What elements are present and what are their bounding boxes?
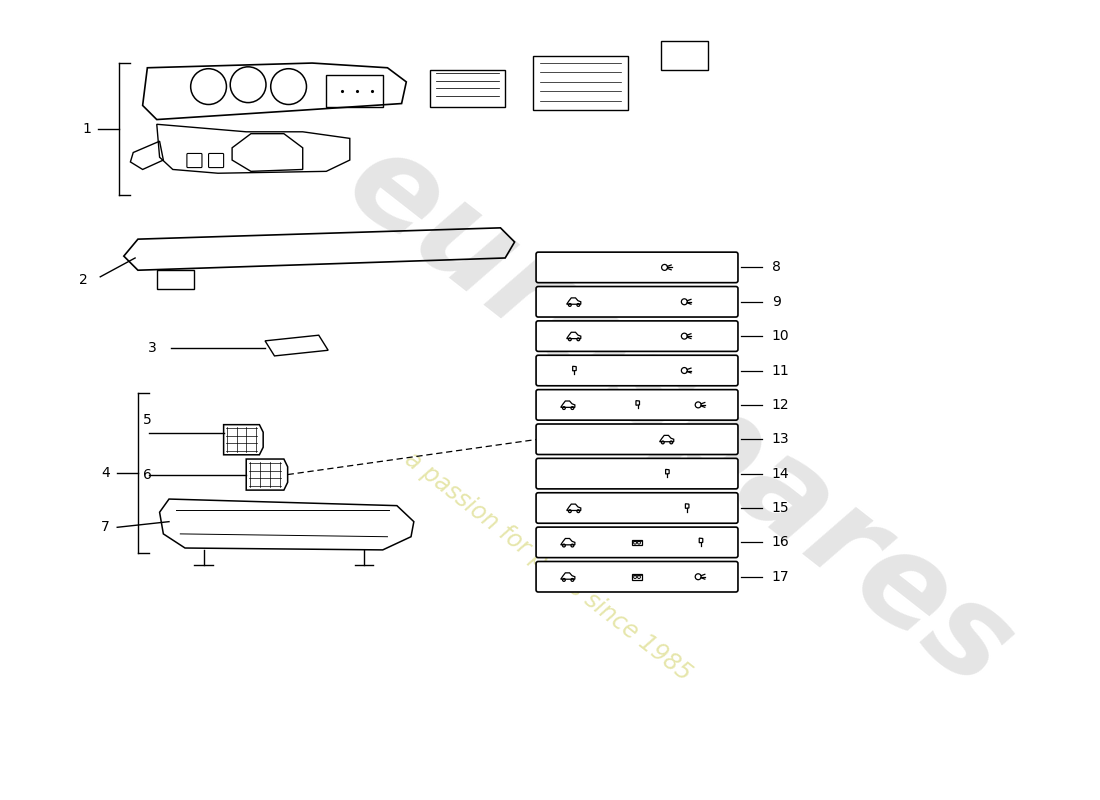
Text: 13: 13	[772, 432, 790, 446]
Text: 2: 2	[79, 273, 88, 286]
Text: 7: 7	[101, 520, 110, 534]
Text: 16: 16	[772, 535, 790, 550]
FancyBboxPatch shape	[536, 424, 738, 454]
Text: 12: 12	[772, 398, 790, 412]
Text: 10: 10	[772, 329, 790, 343]
Text: 8: 8	[772, 260, 781, 274]
FancyBboxPatch shape	[536, 286, 738, 317]
Text: 14: 14	[772, 466, 790, 481]
FancyBboxPatch shape	[536, 355, 738, 386]
Text: 5: 5	[143, 414, 152, 427]
Text: 1: 1	[82, 122, 91, 136]
FancyBboxPatch shape	[536, 458, 738, 489]
FancyBboxPatch shape	[536, 527, 738, 558]
Text: 11: 11	[772, 363, 790, 378]
FancyBboxPatch shape	[209, 154, 223, 167]
Text: 4: 4	[101, 466, 110, 480]
FancyBboxPatch shape	[536, 390, 738, 420]
Text: 15: 15	[772, 501, 790, 515]
Text: 6: 6	[143, 467, 152, 482]
Text: 9: 9	[772, 294, 781, 309]
Text: a passion for parts since 1985: a passion for parts since 1985	[399, 447, 695, 686]
FancyBboxPatch shape	[536, 493, 738, 523]
FancyBboxPatch shape	[536, 252, 738, 282]
Text: eurospares: eurospares	[322, 118, 1036, 714]
Text: 3: 3	[148, 342, 157, 355]
Text: 17: 17	[772, 570, 790, 584]
FancyBboxPatch shape	[536, 562, 738, 592]
FancyBboxPatch shape	[187, 154, 202, 167]
FancyBboxPatch shape	[536, 321, 738, 351]
